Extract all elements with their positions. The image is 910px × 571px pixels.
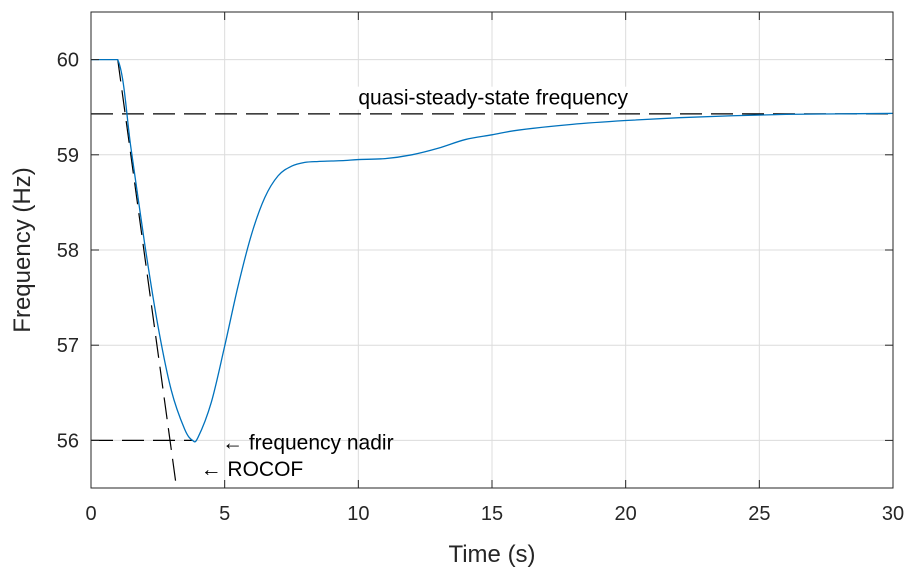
grid-lines — [90, 12, 894, 488]
y-tick-label: 59 — [57, 145, 79, 167]
x-tick-label: 25 — [748, 503, 770, 525]
x-tick-label: 5 — [219, 503, 230, 525]
y-tick-label: 60 — [57, 50, 79, 72]
x-tick-label: 10 — [347, 503, 369, 525]
annotation-rocof: ← ROCOF — [201, 458, 304, 481]
annotation-quasi-steady-state: quasi-steady-state frequency — [358, 87, 628, 110]
x-tick-label: 30 — [882, 503, 904, 525]
frequency-series-line — [91, 58, 894, 443]
annotation-frequency-nadir: ← frequency nadir — [222, 431, 394, 454]
tick-marks — [90, 12, 894, 488]
x-tick-label: 15 — [481, 503, 503, 525]
y-tick-label: 58 — [57, 240, 79, 262]
tick-labels: 0 5 10 15 20 25 30 56 57 58 59 60 — [57, 50, 904, 525]
annotation-background — [355, 86, 632, 110]
y-axis-label: Frequency (Hz) — [9, 167, 36, 332]
data-series — [91, 58, 894, 443]
x-tick-label: 20 — [615, 503, 637, 525]
y-tick-label: 56 — [57, 430, 79, 452]
x-tick-label: 0 — [85, 503, 96, 525]
x-axis-label: Time (s) — [448, 541, 535, 568]
reference-lines — [91, 59, 893, 489]
rocof-line — [117, 59, 178, 489]
y-tick-label: 57 — [57, 335, 79, 357]
